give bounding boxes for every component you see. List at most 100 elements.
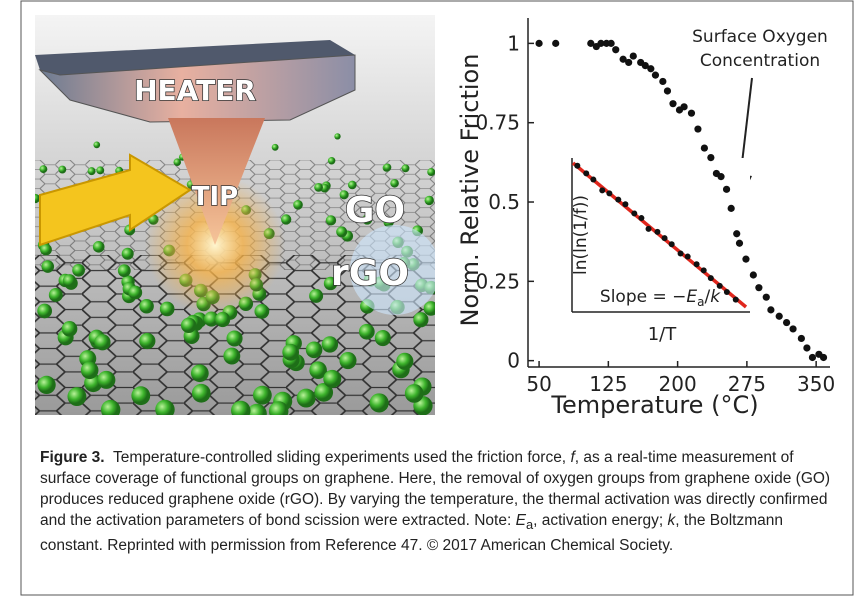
- data-point: [723, 288, 730, 295]
- atom: [247, 403, 267, 415]
- data-point: [583, 170, 590, 177]
- data-point: [700, 144, 708, 152]
- slope-text: /: [704, 287, 710, 307]
- atom: [155, 399, 175, 415]
- data-point: [775, 312, 783, 320]
- data-point: [755, 284, 763, 292]
- data-point: [587, 39, 595, 47]
- atom: [281, 214, 292, 225]
- atom: [191, 383, 211, 403]
- figure-border: [20, 0, 854, 596]
- slope-label: Slope = −Ea/k: [600, 287, 721, 309]
- atom: [40, 243, 52, 256]
- inset-x-title: 1/T: [648, 324, 678, 345]
- data-point: [651, 71, 660, 79]
- atom: [48, 287, 63, 302]
- atom: [323, 369, 342, 388]
- atom: [72, 263, 86, 277]
- data-point: [677, 250, 684, 257]
- data-point: [669, 100, 677, 108]
- atom: [180, 317, 197, 334]
- atom: [401, 164, 410, 173]
- annotation: Concentration: [700, 51, 820, 71]
- data-point: [693, 261, 700, 268]
- atom: [121, 247, 134, 260]
- data-point: [687, 109, 696, 117]
- data-point: [742, 255, 750, 263]
- y-axis-title: Norm. Relative Friction: [456, 54, 484, 327]
- atom: [37, 375, 56, 395]
- x-tick-label: 350: [797, 372, 835, 396]
- atom: [282, 343, 300, 361]
- atom: [203, 311, 220, 327]
- atom: [424, 195, 434, 206]
- data-point: [622, 201, 629, 208]
- data-point: [625, 58, 633, 67]
- atom: [358, 323, 375, 340]
- atom: [252, 385, 272, 405]
- data-point: [716, 282, 723, 289]
- data-point: [727, 204, 735, 212]
- y-tick-label: 0.75: [475, 111, 520, 135]
- slope-text: k: [710, 287, 721, 307]
- atom: [96, 166, 105, 175]
- atom: [327, 157, 336, 165]
- data-point: [819, 353, 828, 362]
- atom: [223, 347, 241, 365]
- fit-line: [571, 161, 748, 309]
- data-point: [782, 318, 791, 327]
- caption-text: E: [515, 512, 526, 529]
- caption-text: , as a real-time measurement of surface …: [40, 449, 831, 529]
- atom: [94, 334, 111, 351]
- data-point: [797, 334, 805, 343]
- atom: [309, 361, 327, 380]
- data-point: [722, 185, 731, 193]
- atom: [314, 182, 323, 192]
- x-tick-label: 50: [526, 372, 551, 396]
- caption-text: Temperature-controlled sliding experimen…: [112, 449, 571, 466]
- atom: [117, 264, 131, 278]
- data-point: [574, 162, 581, 169]
- atom: [374, 330, 391, 347]
- data-point: [631, 210, 638, 217]
- atom: [396, 352, 414, 370]
- atom: [347, 180, 357, 190]
- data-point: [638, 215, 645, 222]
- atom: [390, 178, 399, 188]
- data-point: [599, 187, 606, 194]
- atom: [423, 301, 435, 316]
- data-point: [597, 39, 605, 47]
- data-point: [612, 46, 620, 54]
- x-tick-label: 125: [589, 372, 627, 396]
- atom: [404, 384, 424, 403]
- inset-y-title: ln(ln(1/f)): [571, 195, 591, 275]
- atom: [254, 304, 270, 319]
- atom: [383, 216, 394, 228]
- atom: [339, 351, 357, 370]
- data-point: [732, 296, 739, 303]
- data-point: [668, 241, 675, 248]
- atom: [314, 383, 334, 402]
- atom: [215, 311, 231, 328]
- data-point: [749, 271, 757, 279]
- heater: [38, 54, 356, 123]
- data-point: [606, 190, 613, 197]
- atom: [296, 388, 316, 408]
- atom: [362, 214, 373, 225]
- atom: [41, 260, 55, 273]
- data-point: [535, 39, 543, 47]
- atom: [293, 200, 303, 210]
- data-point: [615, 196, 622, 203]
- atom: [271, 143, 279, 151]
- atom: [321, 336, 339, 353]
- illustration-label: TIP: [192, 182, 238, 212]
- y-tick-label: 0.25: [475, 269, 520, 293]
- tip: [168, 118, 265, 245]
- slope-text: Slope = −: [600, 287, 686, 307]
- data-point: [789, 325, 797, 333]
- atom: [190, 364, 209, 383]
- data-point: [641, 61, 649, 70]
- atom: [159, 301, 175, 317]
- atom: [128, 285, 143, 300]
